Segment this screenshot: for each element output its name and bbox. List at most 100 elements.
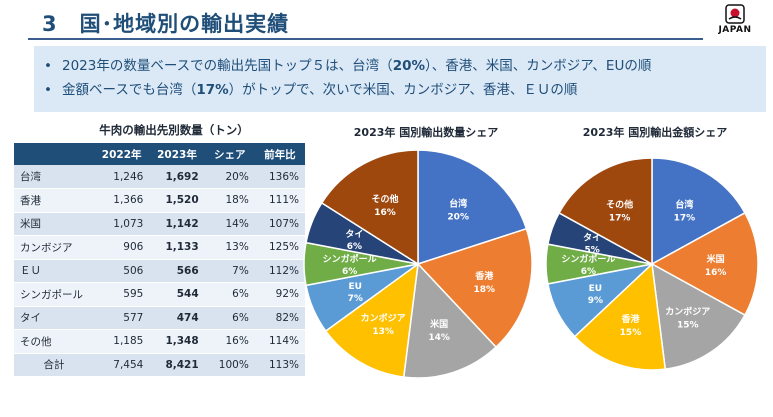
header-cell-2022: 2022年: [94, 143, 150, 165]
pie-slice: [402, 262, 498, 379]
pie-label: タイ: [583, 231, 601, 243]
summary-box: • 2023年の数量ベースでの輸出先国トップ５は、台湾（20%）、香港、米国、カン…: [34, 46, 766, 112]
table-cell-share: 14%: [204, 212, 255, 236]
table-row: ＥＵ 506 566 7% 112%: [14, 259, 305, 283]
table-cell-name: 米国: [14, 212, 94, 236]
pie-label: 香港: [620, 313, 640, 325]
pie-label: 台湾: [675, 198, 693, 210]
table-cell-yoy: 125%: [254, 235, 305, 260]
table-cell-y2022: 1,073: [94, 212, 150, 236]
table-cell-share: 13%: [204, 235, 255, 260]
table-cell-share: 7%: [204, 259, 255, 283]
pie-slice: [651, 262, 746, 371]
pie-value-label: 17%: [674, 213, 696, 223]
header-cell-yoy: 前年比: [254, 143, 305, 165]
table-cell-y2022: 1,366: [94, 188, 150, 213]
summary-emphasis: 17%: [196, 82, 229, 98]
table-cell-y2023: 1,133: [149, 235, 205, 260]
pie-label: タイ: [345, 228, 363, 240]
table-cell-name: 台湾: [14, 165, 94, 189]
table-cell-y2023: 1,142: [149, 212, 205, 236]
pie-slice: [324, 262, 419, 378]
total-cell-share: 100%: [204, 353, 255, 377]
pie-slice: [558, 157, 653, 266]
table-cell-name: カンボジア: [14, 235, 94, 260]
table-cell-yoy: 82%: [254, 306, 305, 330]
table-cell-y2023: 474: [149, 306, 205, 330]
total-cell-y2022: 7,454: [94, 353, 150, 377]
pie-value-label: 20%: [447, 213, 469, 223]
table-cell-share: 6%: [204, 282, 255, 307]
table-cell-share: 16%: [204, 329, 255, 354]
table-cell-yoy: 114%: [254, 329, 305, 354]
pie-label: EU: [589, 284, 602, 294]
pie-slice: [416, 227, 533, 349]
pie-value-label: 7%: [348, 294, 363, 304]
table-cell-yoy: 112%: [254, 259, 305, 283]
pie-value-label: 5%: [585, 245, 600, 255]
logo-text: JAPAN: [718, 25, 752, 35]
summary-text: 2023年の数量ベースでの輸出先国トップ５は、台湾（: [62, 58, 393, 74]
pie-value-label: 6%: [342, 267, 357, 277]
header-cell-share: シェア: [204, 143, 255, 165]
table-title: 牛肉の輸出先別数量（トン）: [99, 123, 249, 137]
table-cell-yoy: 136%: [254, 165, 305, 189]
table-row: シンガポール 595 544 6% 92%: [14, 282, 305, 307]
table-row: 台湾 1,246 1,692 20% 136%: [14, 165, 305, 189]
summary-line-1: • 2023年の数量ベースでの輸出先国トップ５は、台湾（20%）、香港、米国、カン…: [44, 54, 756, 78]
table-cell-name: その他: [14, 329, 94, 354]
table-cell-share: 20%: [204, 165, 255, 189]
table-cell-y2022: 577: [94, 306, 150, 330]
brand-mark-icon: [725, 4, 745, 24]
table-cell-y2022: 1,246: [94, 165, 150, 189]
pie-label: その他: [606, 198, 633, 210]
table-cell-name: ＥＵ: [14, 259, 94, 283]
summary-text: ）がトップで、次いで米国、カンボジア、香港、ＥＵの順: [228, 82, 578, 98]
volume-chart-title: 2023年 国別輸出数量シェア: [353, 126, 499, 139]
table-cell-yoy: 107%: [254, 212, 305, 236]
pie-value-label: 15%: [620, 328, 642, 338]
table-cell-y2022: 506: [94, 259, 150, 283]
value-pie-chart: 台湾 17% 米国 16% カンボジア 15% 香港 15% EU 9% シンガポール 6% タイ 5% そ…: [545, 157, 759, 371]
pie-label: シンガポール: [561, 253, 615, 265]
total-cell-yoy: 113%: [254, 353, 305, 377]
pie-value-label: 13%: [372, 327, 394, 337]
pie-value-label: 18%: [473, 285, 495, 295]
pie-label: 台湾: [449, 198, 467, 210]
pie-slice: [573, 262, 667, 371]
pie-slice: [320, 149, 419, 266]
table-cell-yoy: 111%: [254, 188, 305, 213]
table-row: その他 1,185 1,348 16% 114%: [14, 329, 305, 354]
table-row: 香港 1,366 1,520 18% 111%: [14, 188, 305, 213]
pie-slice: [417, 149, 528, 266]
header-cell-2023: 2023年: [149, 143, 205, 165]
table-cell-y2022: 595: [94, 282, 150, 307]
table-cell-y2023: 544: [149, 282, 205, 307]
pie-value-label: 9%: [588, 296, 603, 306]
pie-label: その他: [372, 193, 399, 205]
table-row: タイ 577 474 6% 82%: [14, 306, 305, 330]
summary-text: ）、香港、米国、カンボジア、EUの順: [425, 58, 652, 74]
pie-label: カンボジア: [361, 312, 406, 324]
table-cell-y2023: 1,520: [149, 188, 205, 213]
table-cell-y2023: 566: [149, 259, 205, 283]
pie-slice: [651, 157, 746, 266]
table-cell-share: 6%: [204, 306, 255, 330]
page-header: 3 国･地域別の輸出実績 JAPAN: [0, 0, 773, 40]
pie-label: 香港: [474, 270, 494, 282]
table-cell-y2022: 1,185: [94, 329, 150, 354]
table-cell-y2022: 906: [94, 235, 150, 260]
pie-label: 米国: [429, 318, 448, 330]
title-underline: [28, 38, 703, 40]
summary-line-2: • 金額ベースでも台湾（17%）がトップで、次いで米国、カンボジア、香港、ＥＵの順: [44, 78, 756, 102]
table-cell-name: 香港: [14, 188, 94, 213]
pie-value-label: 6%: [347, 242, 362, 252]
pie-value-label: 6%: [581, 267, 596, 277]
pie-value-label: 14%: [428, 333, 450, 343]
table-total-row: 合計 7,454 8,421 100% 113%: [14, 353, 305, 377]
table-cell-share: 18%: [204, 188, 255, 213]
pie-value-label: 15%: [677, 321, 699, 331]
header-cell-blank: [14, 143, 94, 165]
volume-pie-chart: 台湾20%香港18%米国14%カンボジア13%EU7%シンガポール6%タイ6%そ…: [303, 149, 533, 379]
pie-value-label: 17%: [609, 213, 631, 223]
